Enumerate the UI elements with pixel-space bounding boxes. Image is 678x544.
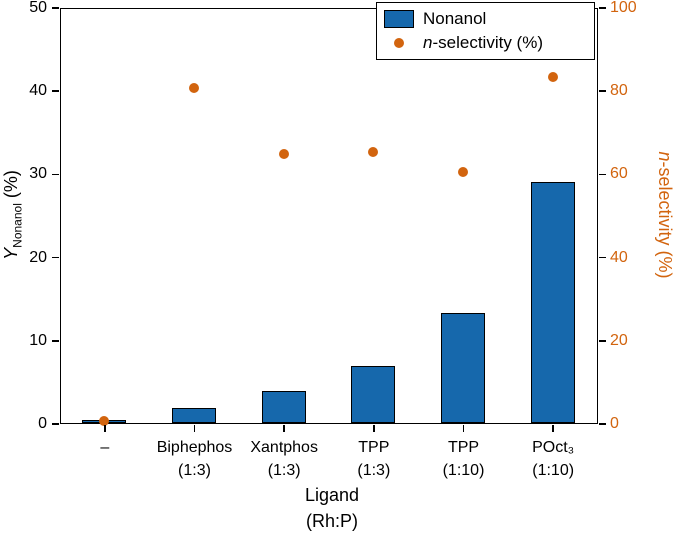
right-axis-tick-label: 0 xyxy=(610,415,619,432)
x-category-line1: TPP xyxy=(447,439,480,456)
bar-nonanol-3 xyxy=(351,365,396,423)
scatter-point-1 xyxy=(189,83,199,94)
legend-row-selectivity: n-selectivity (%) xyxy=(383,31,588,55)
right-axis-tick-label: 60 xyxy=(610,165,628,183)
legend-label-nonanol: Nonanol xyxy=(423,9,486,29)
legend-label-text-1: -selectivity (%) xyxy=(432,33,543,52)
right-axis-tick xyxy=(599,340,606,342)
x-axis-tick xyxy=(104,425,106,432)
legend-bar-swatch-area xyxy=(383,10,415,28)
x-axis-category-label: TPP (1:3) xyxy=(312,436,436,482)
x-axis-category-label: TPP (1:10) xyxy=(402,436,526,482)
right-axis-tick-label: 20 xyxy=(610,331,628,349)
left-axis-tick-label: 0 xyxy=(38,415,47,432)
x-axis-category-label: Xantphos (1:3) xyxy=(222,436,346,482)
legend-label-selectivity: n-selectivity (%) xyxy=(423,33,543,53)
x-category-line1: POct₃ xyxy=(532,439,575,456)
plot-area xyxy=(60,8,598,427)
right-axis-tick xyxy=(599,256,606,259)
left-axis-tick xyxy=(52,423,59,425)
legend-dot-swatch-area xyxy=(383,38,415,48)
legend-label-text-0: Nonanol xyxy=(423,9,487,28)
x-category-line1: TPP xyxy=(358,439,390,456)
scatter-point-2 xyxy=(278,148,289,159)
bar-swatch-icon xyxy=(384,10,414,28)
bar-nonanol-4 xyxy=(441,313,485,423)
left-axis-tick-label: 10 xyxy=(29,331,47,349)
legend: Nonanol n-selectivity (%) xyxy=(376,2,595,60)
x-axis-tick xyxy=(373,425,375,432)
bar-nonanol-1 xyxy=(172,408,216,423)
x-axis-tick xyxy=(193,425,196,432)
x-category-line1: Xantphos xyxy=(250,439,318,456)
right-axis-title: n-selectivity (%) xyxy=(649,65,675,365)
left-axis-tick xyxy=(52,7,59,9)
right-axis-tick xyxy=(599,423,606,425)
dot-swatch-icon xyxy=(394,38,404,48)
left-axis-tick xyxy=(52,173,59,176)
left-axis-subscript: Nonanol xyxy=(10,203,25,248)
x-axis-title: Ligand (Rh:P) xyxy=(267,482,397,534)
left-axis-tick-label: 40 xyxy=(29,82,47,100)
left-axis-tick xyxy=(52,340,59,342)
x-category-line2: (1:10) xyxy=(442,462,485,479)
x-category-line2: (1:10) xyxy=(532,462,575,479)
right-axis-tick-label: 40 xyxy=(610,248,628,266)
right-axis-tick xyxy=(599,173,606,176)
right-axis-tick-label: 80 xyxy=(610,82,628,100)
x-axis-tick xyxy=(552,425,554,432)
x-axis-title-line2: (Rh:P) xyxy=(305,511,358,531)
left-axis-title: YNonanol (%) xyxy=(1,65,27,365)
x-category-line2: (1:3) xyxy=(357,462,391,479)
right-axis-tick xyxy=(599,90,606,92)
x-axis-category-label: POct₃ (1:10) xyxy=(491,436,615,482)
bar-nonanol-5 xyxy=(530,181,575,423)
right-axis-italic: n xyxy=(655,151,675,162)
left-axis-tick-label: 20 xyxy=(29,248,47,266)
x-category-line1: Biphephos xyxy=(156,439,233,456)
x-axis-category-label: Biphephos (1:3) xyxy=(133,436,257,482)
legend-row-nonanol: Nonanol xyxy=(383,7,588,31)
left-axis-tick-label: 50 xyxy=(29,0,47,16)
x-axis-title-line1: Ligand xyxy=(304,485,360,505)
left-axis-tick xyxy=(52,90,59,92)
x-category-line2: (1:3) xyxy=(267,462,301,479)
x-axis-tick xyxy=(283,425,285,432)
left-axis-tick xyxy=(52,256,59,259)
right-axis-tick-label: 100 xyxy=(610,0,637,16)
scatter-point-5 xyxy=(547,71,558,82)
legend-label-italic-1: n xyxy=(423,33,433,52)
x-axis-tick xyxy=(462,425,465,432)
scatter-point-4 xyxy=(458,167,468,178)
bar-nonanol-2 xyxy=(261,390,306,423)
scatter-point-0 xyxy=(99,416,110,427)
x-axis-category-label: – xyxy=(43,436,167,459)
right-axis-rest: -selectivity (%) xyxy=(655,161,675,279)
right-axis-tick xyxy=(599,7,606,9)
x-category-line1: – xyxy=(100,439,110,456)
left-axis-tick-label: 30 xyxy=(29,165,47,183)
x-category-line2: (1:3) xyxy=(178,462,211,479)
scatter-point-3 xyxy=(368,147,379,158)
